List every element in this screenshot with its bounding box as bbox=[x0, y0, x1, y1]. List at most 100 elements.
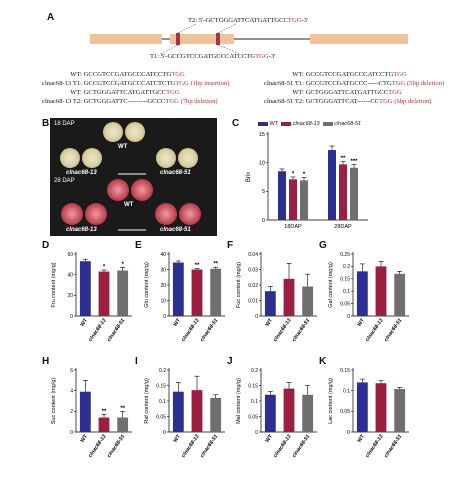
bar bbox=[117, 270, 129, 316]
bar bbox=[339, 164, 347, 220]
photo-label-m1-28: clnac68-13 bbox=[66, 227, 97, 233]
x-tick-label: clnac68-13 bbox=[180, 318, 200, 343]
x-tick-label: clnac68-13 bbox=[87, 434, 107, 459]
y-axis-label: Gal content (mg/g) bbox=[328, 262, 334, 308]
panel-label-f: F bbox=[227, 240, 234, 251]
alignment-row: clnac68-51 T2: GCTGGGATTCAT------CCTGG (… bbox=[264, 98, 432, 105]
t1-target-label: T1: 5'-GCCGTCCGATGCCCATCCTGTGG-3' bbox=[150, 53, 276, 60]
target-site-t1 bbox=[176, 33, 180, 45]
panel-label-k: K bbox=[319, 356, 327, 367]
alignment-row: WT: GCTGGGATTCATGATTGCCTGG bbox=[292, 89, 402, 96]
alignment-row: WT: GCCGTCCGATGCCCATCCTGTGG bbox=[292, 71, 407, 78]
y-tick-label: 20 bbox=[160, 283, 166, 289]
photo-label-28dap: 28 DAP bbox=[54, 178, 75, 184]
legend-swatch-m2 bbox=[322, 121, 333, 126]
legend-swatch-m1 bbox=[281, 121, 292, 126]
bar bbox=[191, 269, 203, 316]
y-axis-label: Raf content (mg/g) bbox=[144, 378, 150, 424]
x-tick-label: clnac68-51 bbox=[383, 434, 403, 459]
y-tick-label: 0 bbox=[255, 430, 258, 436]
bar bbox=[278, 171, 286, 220]
bar bbox=[172, 391, 184, 432]
panel-label-b: B bbox=[42, 118, 50, 129]
y-tick-label: 4 bbox=[70, 388, 73, 394]
chart-glu: 0 10 20 30 40 Glu content (mg/g) WT ** clnac68-1… bbox=[144, 252, 225, 343]
photo-label-wt-28: WT bbox=[124, 202, 134, 208]
photo-label-m1-18: clnac68-13 bbox=[66, 170, 97, 176]
y-tick-label: 0.03 bbox=[248, 267, 258, 273]
x-tick-label: WT bbox=[264, 317, 274, 328]
significance-label: ** bbox=[120, 406, 125, 412]
y-tick-label: 10 bbox=[160, 298, 166, 304]
alignment-left: WT: GCCGTCCGATGCCCATCCTGTGG clnac68-13 T… bbox=[28, 71, 229, 108]
y-tick-label: 0.2 bbox=[343, 264, 350, 270]
y-tick-label: 40 bbox=[160, 252, 166, 258]
y-tick-label: 0.04 bbox=[248, 252, 258, 258]
bar bbox=[302, 286, 314, 316]
panel-label-c: C bbox=[232, 118, 240, 129]
y-axis-label: Brix bbox=[246, 172, 252, 182]
bar bbox=[283, 388, 295, 432]
bar bbox=[375, 383, 387, 432]
y-tick-label: 0.2 bbox=[159, 368, 166, 374]
x-tick-label: clnac68-51 bbox=[106, 434, 126, 459]
y-tick-label: 0.15 bbox=[340, 277, 350, 283]
x-tick-label: clnac68-13 bbox=[272, 318, 292, 343]
y-tick-label: 0.01 bbox=[248, 298, 258, 304]
x-tick-label: clnac68-51 bbox=[383, 318, 403, 343]
bar bbox=[264, 394, 276, 432]
panel-label-e: E bbox=[135, 240, 142, 251]
y-tick-label: 0.1 bbox=[251, 399, 258, 405]
photo-label-m2-18: clnac68-51 bbox=[160, 170, 191, 176]
exon-1 bbox=[90, 34, 162, 44]
exon-3 bbox=[310, 34, 408, 44]
panel-label-j: J bbox=[227, 356, 233, 367]
y-tick-label: 5 bbox=[262, 189, 265, 195]
x-tick-label: clnac68-13 bbox=[87, 318, 107, 343]
bar bbox=[289, 179, 297, 220]
y-axis-label: Suc content (mg/g) bbox=[51, 378, 57, 425]
photo-label-wt-18: WT bbox=[118, 144, 128, 150]
y-tick-label: 0.05 bbox=[340, 301, 350, 307]
photo-label-m2-28: clnac68-51 bbox=[160, 227, 191, 233]
x-tick-label: 18DAP bbox=[284, 224, 302, 230]
significance-label: ** bbox=[213, 262, 218, 268]
bar bbox=[79, 391, 91, 432]
x-tick-label: 28DAP bbox=[334, 224, 352, 230]
significance-label: * bbox=[121, 262, 124, 268]
legend-label-m2: clnac68-51 bbox=[334, 121, 362, 127]
bar bbox=[98, 271, 110, 316]
x-tick-label: WT bbox=[79, 317, 89, 328]
bar bbox=[356, 271, 368, 316]
legend-label-m1: clnac68-13 bbox=[292, 121, 320, 127]
y-tick-label: 0.1 bbox=[343, 289, 350, 295]
y-tick-label: 6 bbox=[70, 368, 73, 374]
alignment-row: WT: GCCGTCCGATGCCCATCCTGTGG bbox=[70, 71, 185, 78]
chart-legend: WT clnac68-13 clnac68-51 bbox=[258, 121, 361, 127]
x-tick-label: WT bbox=[79, 433, 89, 444]
bar bbox=[394, 389, 406, 432]
y-tick-label: 0 bbox=[347, 314, 350, 320]
y-tick-label: 0.15 bbox=[156, 383, 166, 389]
bar bbox=[264, 291, 276, 316]
y-tick-label: 0 bbox=[70, 430, 73, 436]
y-axis-label: Lac content (mg/g) bbox=[328, 378, 334, 424]
bar bbox=[300, 180, 308, 220]
y-tick-label: 0.02 bbox=[248, 283, 258, 289]
y-tick-label: 0.15 bbox=[340, 368, 350, 374]
bar bbox=[350, 167, 358, 220]
panel-label-d: D bbox=[42, 240, 50, 251]
photo-label-18dap: 18 DAP bbox=[54, 121, 75, 127]
y-tick-label: 15 bbox=[259, 132, 265, 138]
x-tick-label: clnac68-51 bbox=[199, 434, 219, 459]
bar bbox=[283, 278, 295, 316]
y-tick-label: 0 bbox=[255, 314, 258, 320]
y-tick-label: 0.2 bbox=[251, 368, 258, 374]
y-tick-label: 40 bbox=[67, 272, 73, 278]
significance-label: *** bbox=[350, 159, 358, 165]
